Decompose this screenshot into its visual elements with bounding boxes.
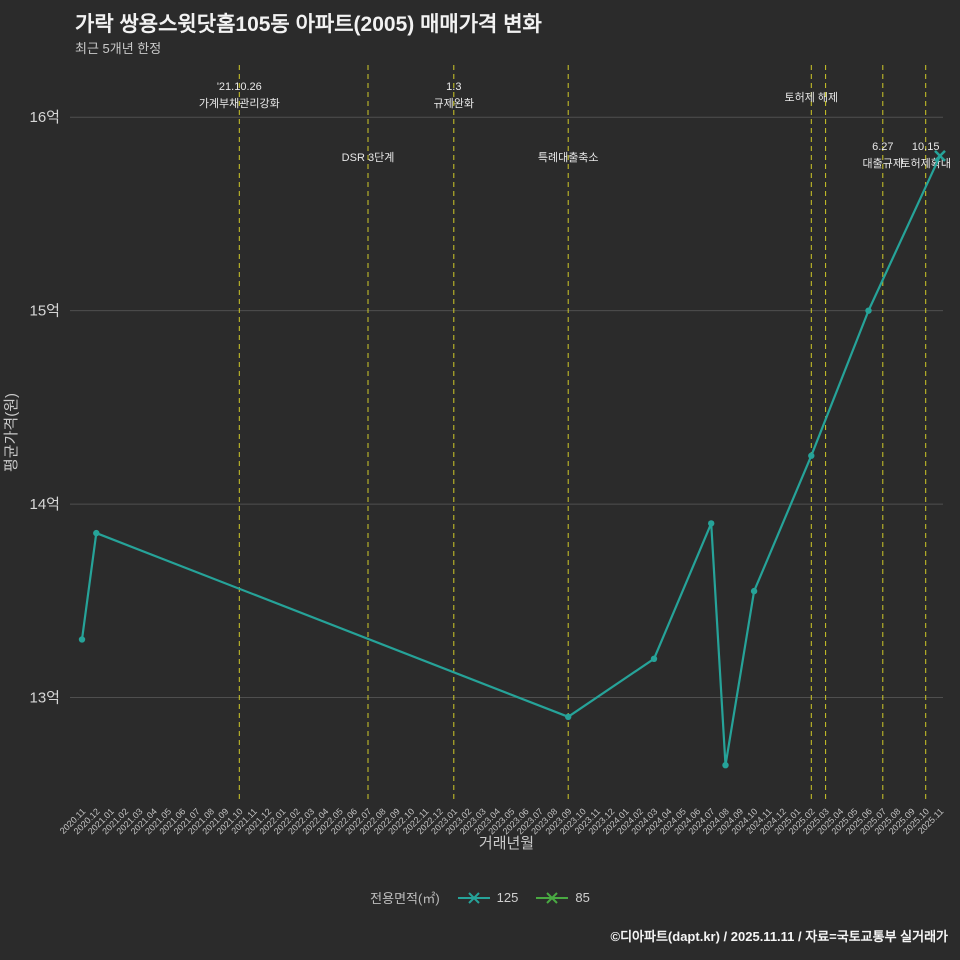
data-point [78,636,86,643]
last-point-x-marker [934,150,946,162]
legend-label-125: 125 [496,890,519,905]
data-point [708,520,715,527]
data-point [565,713,572,721]
data-point [650,655,658,663]
event-label: 가계부채관리강화 [199,97,280,110]
event-label: 특례대출축소 [538,151,599,164]
event-label: 규제완화 [434,97,474,110]
source-attribution: ©디아파트(dapt.kr) / 2025.11.11 / 자료=국토교통부 실… [610,929,948,944]
event-label: '21.10.26 [217,81,262,93]
x-axis-title: 거래년월 [479,835,534,852]
event-label: 대출규제 [863,157,903,170]
data-point [93,529,100,537]
data-point [722,761,729,769]
chart-title: 가락 쌍용스윗닷홈105동 아파트(2005) 매매가격 변화 [75,13,542,36]
data-point [808,452,815,459]
legend-item-125[interactable]: 125 [456,890,519,905]
event-label: 10.15 [912,141,940,153]
data-point [865,307,872,314]
data-point [750,587,758,595]
legend-label-85: 85 [575,890,590,905]
legend-item-85[interactable]: 85 [534,890,590,905]
event-label: 1.3 [446,81,461,93]
y-axis-title: 평균가격(원) [3,393,20,472]
y-tick-label: 16억 [30,109,61,126]
legend-title: 전용면적(㎡) [370,891,440,906]
legend: 전용면적(㎡) 125 85 [0,888,960,907]
price-chart[interactable]: 13억 14억 15억 16억 '21.10.26 가계부채관리강화 DSR 3단계 1.3 규… [0,55,960,860]
event-label: DSR 3단계 [342,151,395,164]
y-tick-label: 15억 [30,303,61,320]
chart-subtitle: 최근 5개년 한정 [75,41,162,56]
event-label: 토허제 해제 [784,90,838,104]
y-tick-label: 14억 [30,496,61,513]
series-85-marker-icon [536,891,569,904]
y-tick-label: 13억 [30,689,61,706]
event-label: 6.27 [872,141,893,153]
series-125-marker-icon [457,891,490,904]
price-line-125 [80,154,942,767]
